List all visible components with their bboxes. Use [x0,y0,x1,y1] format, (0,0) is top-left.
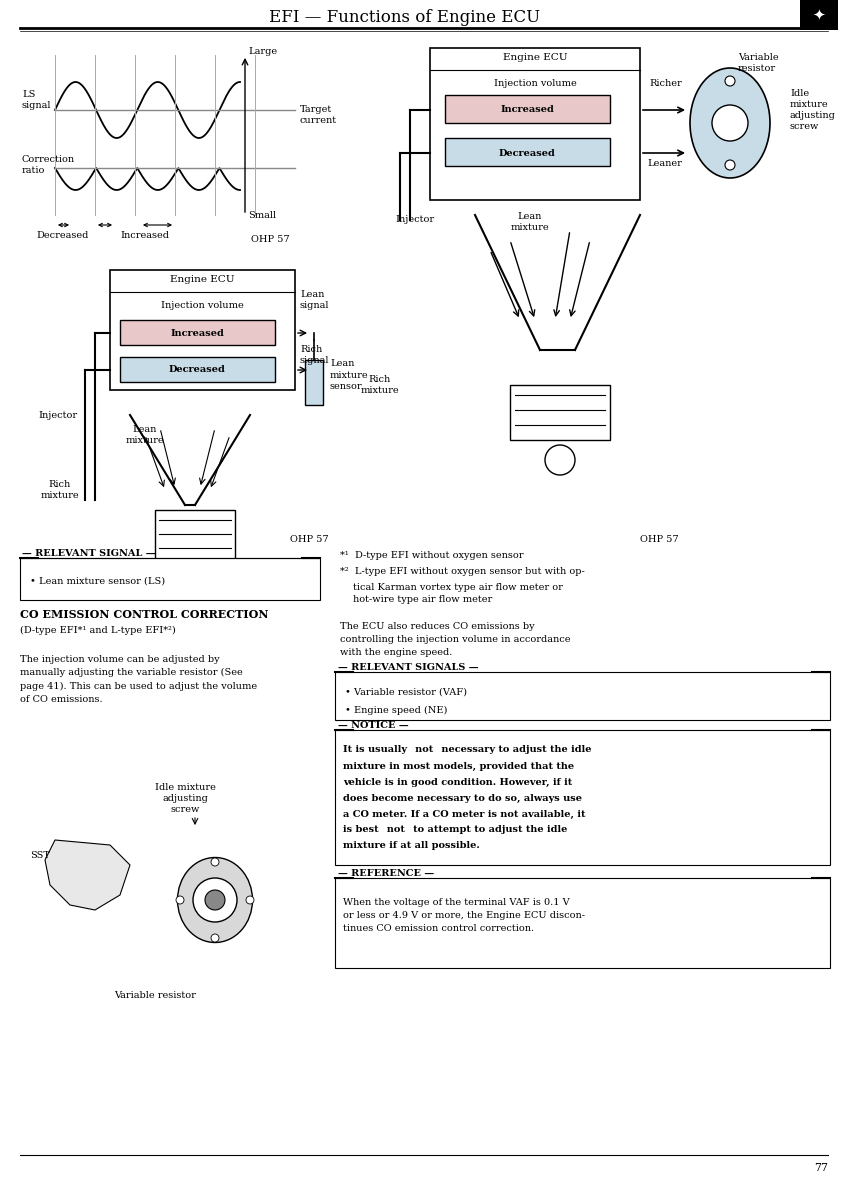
Text: Correction
ratio: Correction ratio [22,155,75,175]
Ellipse shape [690,67,770,178]
Text: — REFERENCE —: — REFERENCE — [338,869,434,877]
Text: Lean
signal: Lean signal [300,290,330,310]
Bar [335,731,830,866]
Bar [335,879,830,969]
Text: *²  L-type EFI without oxygen sensor but with op-: *² L-type EFI without oxygen sensor but … [340,567,585,577]
Text: • Variable resistor (VAF): • Variable resistor (VAF) [345,688,467,696]
Ellipse shape [177,857,253,942]
Polygon shape [45,839,130,910]
Text: Large: Large [248,47,277,57]
Text: Decreased: Decreased [169,366,226,374]
Text: ✦: ✦ [812,7,825,22]
Text: Idle
mixture
adjusting
screw: Idle mixture adjusting screw [790,89,836,131]
Circle shape [211,934,219,942]
Text: It is usually  not  necessary to adjust the idle: It is usually not necessary to adjust th… [343,746,592,754]
Circle shape [176,896,184,905]
Bar [445,95,610,123]
Text: 77: 77 [814,1163,828,1173]
Text: does become necessary to do so, always use: does become necessary to do so, always u… [343,793,582,803]
Bar [120,358,275,382]
Text: — NOTICE —: — NOTICE — [338,721,409,729]
Text: EFI — Functions of Engine ECU: EFI — Functions of Engine ECU [270,9,540,26]
Bar [335,673,830,720]
Circle shape [725,76,735,86]
Circle shape [193,879,237,922]
Text: • Lean mixture sensor (LS): • Lean mixture sensor (LS) [30,577,165,586]
Text: a CO meter. If a CO meter is not available, it: a CO meter. If a CO meter is not availab… [343,810,585,818]
Text: Rich
mixture: Rich mixture [360,375,399,395]
Text: *¹  D-type EFI without oxygen sensor: *¹ D-type EFI without oxygen sensor [340,551,523,560]
Text: Richer: Richer [650,78,682,88]
Text: is best  not  to attempt to adjust the idle: is best not to attempt to adjust the idl… [343,825,567,835]
Text: Variable
resistor: Variable resistor [738,53,778,73]
Text: SST: SST [30,850,50,860]
Text: Idle mixture
adjusting
screw: Idle mixture adjusting screw [154,783,215,815]
Text: Rich
signal: Rich signal [300,345,330,365]
Bar [20,558,320,600]
Text: OHP 57: OHP 57 [640,535,678,545]
Circle shape [725,160,735,170]
Text: CO EMISSION CONTROL CORRECTION: CO EMISSION CONTROL CORRECTION [20,610,269,620]
Text: — RELEVANT SIGNALS —: — RELEVANT SIGNALS — [338,663,478,671]
Text: mixture in most models, provided that the: mixture in most models, provided that th… [343,761,574,771]
Text: Injector: Injector [395,215,434,225]
Circle shape [246,896,254,905]
Text: Injector: Injector [38,411,77,419]
Circle shape [205,890,225,910]
Text: mixture if at all possible.: mixture if at all possible. [343,842,480,850]
Text: Leaner: Leaner [647,159,682,167]
Circle shape [712,105,748,141]
Text: OHP 57: OHP 57 [251,236,290,245]
Text: When the voltage of the terminal VAF is 0.1 V
or less or 4.9 V or more, the Engi: When the voltage of the terminal VAF is … [343,897,585,933]
Text: (D-type EFI*¹ and L-type EFI*²): (D-type EFI*¹ and L-type EFI*²) [20,625,176,635]
Bar [445,139,610,166]
Text: Injection volume: Injection volume [161,302,244,310]
Text: The ECU also reduces CO emissions by
controlling the injection volume in accorda: The ECU also reduces CO emissions by con… [340,622,571,657]
Text: LS
signal: LS signal [22,90,52,110]
Text: Increased: Increased [500,105,554,115]
Text: Increased: Increased [170,328,224,337]
Text: Variable resistor: Variable resistor [114,991,196,999]
Circle shape [183,566,207,590]
Text: Engine ECU: Engine ECU [503,53,567,63]
Text: Lean
mixture: Lean mixture [510,212,550,232]
Text: — RELEVANT SIGNAL —: — RELEVANT SIGNAL — [22,548,155,558]
Text: tical Karman vortex type air flow meter or: tical Karman vortex type air flow meter … [353,583,563,592]
Text: Rich
mixture: Rich mixture [41,480,80,500]
Bar [430,49,640,200]
Text: Engine ECU: Engine ECU [170,276,235,284]
Text: Decreased: Decreased [36,231,89,239]
Text: vehicle is in good condition. However, if it: vehicle is in good condition. However, i… [343,778,572,786]
Text: Decreased: Decreased [499,148,555,157]
Text: The injection volume can be adjusted by
manually adjusting the variable resistor: The injection volume can be adjusted by … [20,655,257,704]
Text: • Engine speed (NE): • Engine speed (NE) [345,706,448,715]
Bar [155,510,235,560]
Bar [110,270,295,390]
Circle shape [545,445,575,475]
Bar [305,360,323,405]
Bar [800,0,838,30]
Text: Injection volume: Injection volume [494,78,577,88]
Text: Small: Small [248,211,276,219]
Text: Target
current: Target current [300,105,338,126]
Text: Increased: Increased [120,231,170,239]
Bar [510,385,610,440]
Text: Lean
mixture
sensor: Lean mixture sensor [330,360,369,391]
Text: OHP 57: OHP 57 [290,535,329,545]
Bar [120,320,275,345]
Text: hot-wire type air flow meter: hot-wire type air flow meter [353,596,492,605]
Text: Lean
mixture: Lean mixture [126,425,165,445]
Circle shape [211,858,219,866]
